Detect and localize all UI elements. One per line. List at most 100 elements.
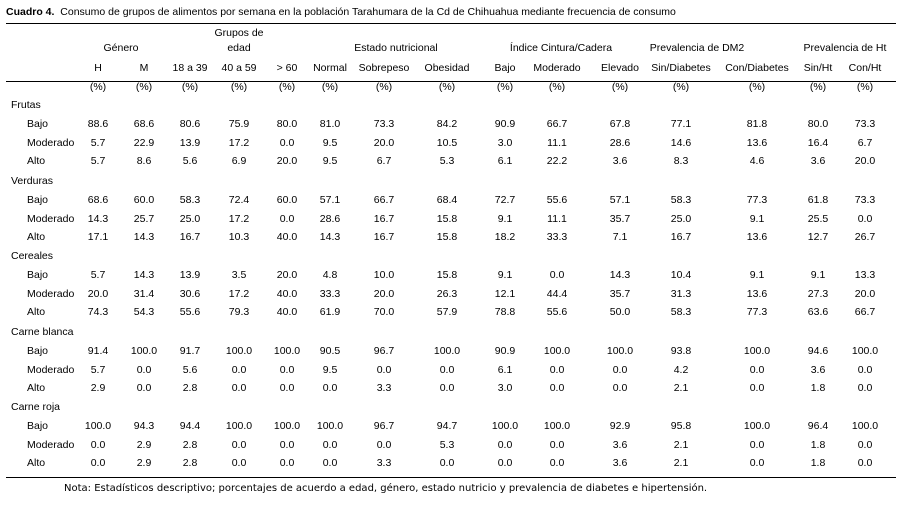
table-cell: 3.6	[810, 155, 826, 167]
column-header: H	[94, 62, 102, 74]
table-cell: 66.7	[373, 194, 395, 206]
table-cell: 16.7	[179, 231, 201, 243]
table-cell: 55.6	[546, 194, 568, 206]
table-cell: 100.0	[433, 345, 461, 357]
unit-label: (%)	[230, 81, 248, 93]
table-cell: 100.0	[543, 345, 571, 357]
table-cell: 5.7	[90, 137, 106, 149]
table-cell: 77.3	[746, 306, 768, 318]
table-cell: 0.0	[549, 439, 565, 451]
table-cell: 3.0	[497, 382, 513, 394]
table-cell: 26.7	[854, 231, 876, 243]
table-cell: 96.7	[373, 420, 395, 432]
table-cell: 2.8	[182, 457, 198, 469]
table-cell: 7.1	[612, 231, 628, 243]
table-cell: 0.0	[231, 439, 247, 451]
table-cell: 3.6	[612, 439, 628, 451]
table-cell: 55.6	[179, 306, 201, 318]
table-cell: 0.0	[439, 364, 455, 376]
header-rule	[6, 81, 896, 82]
table-cell: 2.8	[182, 382, 198, 394]
table-cell: 2.8	[182, 439, 198, 451]
consumption-level-label: Bajo	[27, 194, 49, 206]
consumption-level-label: Bajo	[27, 269, 49, 281]
table-cell: 81.0	[319, 118, 341, 130]
table-cell: 100.0	[606, 345, 634, 357]
column-header: > 60	[276, 62, 298, 74]
table-cell: 91.4	[87, 345, 109, 357]
table-cell: 0.0	[497, 457, 513, 469]
table-cell: 26.3	[436, 288, 458, 300]
unit-label: (%)	[135, 81, 153, 93]
table-cell: 4.2	[673, 364, 689, 376]
table-cell: 72.4	[228, 194, 250, 206]
table-cell: 58.3	[179, 194, 201, 206]
bottom-rule	[6, 477, 896, 478]
header-group-icc: Índice Cintura/Cadera	[509, 42, 613, 54]
table-cell: 20.0	[854, 155, 876, 167]
table-cell: 1.8	[810, 439, 826, 451]
table-cell: 94.6	[807, 345, 829, 357]
table-cell: 14.3	[319, 231, 341, 243]
table-cell: 58.3	[670, 194, 692, 206]
table-cell: 4.8	[322, 269, 338, 281]
table-cell: 68.6	[87, 194, 109, 206]
consumption-level-label: Moderado	[27, 364, 75, 376]
consumption-level-label: Moderado	[27, 213, 75, 225]
table-cell: 28.6	[609, 137, 631, 149]
column-header: Elevado	[601, 62, 639, 74]
table-cell: 6.7	[376, 155, 392, 167]
table-cell: 90.5	[319, 345, 341, 357]
column-header: Sin/Ht	[803, 62, 833, 74]
table-cell: 100.0	[273, 345, 301, 357]
table-cell: 13.9	[179, 137, 201, 149]
table-cell: 13.6	[746, 288, 768, 300]
column-header: Con/Diabetes	[725, 62, 789, 74]
table-cell: 100.0	[743, 345, 771, 357]
column-header: M	[139, 62, 149, 74]
table-cell: 14.3	[609, 269, 631, 281]
column-header: Obesidad	[424, 62, 470, 74]
table-cell: 0.0	[857, 457, 873, 469]
table-cell: 77.3	[746, 194, 768, 206]
table-cell: 100.0	[225, 420, 253, 432]
table-cell: 6.9	[231, 155, 247, 167]
table-cell: 17.2	[228, 137, 250, 149]
table-cell: 5.7	[90, 155, 106, 167]
table-cell: 0.0	[549, 364, 565, 376]
table-cell: 6.1	[497, 364, 513, 376]
table-cell: 40.0	[276, 231, 298, 243]
table-cell: 100.0	[225, 345, 253, 357]
table-cell: 8.6	[136, 155, 152, 167]
table-cell: 72.7	[494, 194, 516, 206]
table-cell: 0.0	[857, 213, 873, 225]
table-cell: 0.0	[376, 439, 392, 451]
table-cell: 50.0	[609, 306, 631, 318]
table-cell: 94.7	[436, 420, 458, 432]
food-group-label: Carne blanca	[11, 326, 74, 338]
table-cell: 10.5	[436, 137, 458, 149]
consumption-level-label: Bajo	[27, 118, 49, 130]
table-cell: 28.6	[319, 213, 341, 225]
table-cell: 0.0	[136, 382, 152, 394]
table-cell: 5.7	[90, 269, 106, 281]
unit-label: (%)	[856, 81, 874, 93]
table-cell: 57.9	[436, 306, 458, 318]
table-cell: 1.8	[810, 382, 826, 394]
table-cell: 68.6	[133, 118, 155, 130]
table-cell: 31.3	[670, 288, 692, 300]
table-cell: 5.3	[439, 439, 455, 451]
table-cell: 20.0	[276, 269, 298, 281]
table-cell: 10.3	[228, 231, 250, 243]
table-cell: 68.4	[436, 194, 458, 206]
table-cell: 57.1	[609, 194, 631, 206]
table-cell: 58.3	[670, 306, 692, 318]
table-cell: 0.0	[549, 457, 565, 469]
table-cell: 100.0	[130, 345, 158, 357]
table-cell: 2.9	[136, 457, 152, 469]
table-cell: 70.0	[373, 306, 395, 318]
table-cell: 20.0	[87, 288, 109, 300]
table-cell: 81.8	[746, 118, 768, 130]
table-cell: 77.1	[670, 118, 692, 130]
table-cell: 22.9	[133, 137, 155, 149]
